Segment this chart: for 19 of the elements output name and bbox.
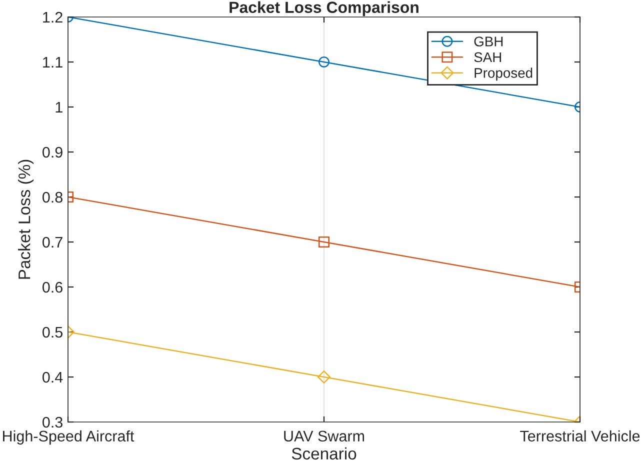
x-tick-label: Terrestrial Vehicle xyxy=(520,430,640,442)
x-tick-label: High-Speed Aircraft xyxy=(3,430,134,445)
y-tick-label: 0.4 xyxy=(42,372,63,383)
legend-label: Proposed xyxy=(474,68,532,81)
chart-title: Packet Loss Comparison xyxy=(230,1,418,16)
y-tick-label: 0.8 xyxy=(42,192,62,203)
legend-label: SAH xyxy=(474,52,502,62)
y-tick-label: 0.6 xyxy=(42,282,62,293)
y-axis-title: Packet Loss (%) xyxy=(18,160,34,279)
x-tick-label: UAV Swarm xyxy=(284,430,364,442)
y-tick-label: 0.3 xyxy=(42,416,62,428)
y-tick-label: 0.5 xyxy=(42,326,62,338)
y-tick-label: 0.9 xyxy=(42,146,62,158)
y-tick-label: 0.7 xyxy=(42,236,62,248)
x-axis-title: Scenario xyxy=(292,447,356,460)
y-tick-label: 1.2 xyxy=(43,12,62,23)
legend-label: GBH xyxy=(474,36,503,46)
y-tick-label: 1.1 xyxy=(43,57,62,68)
y-tick-label: 1 xyxy=(56,102,62,113)
